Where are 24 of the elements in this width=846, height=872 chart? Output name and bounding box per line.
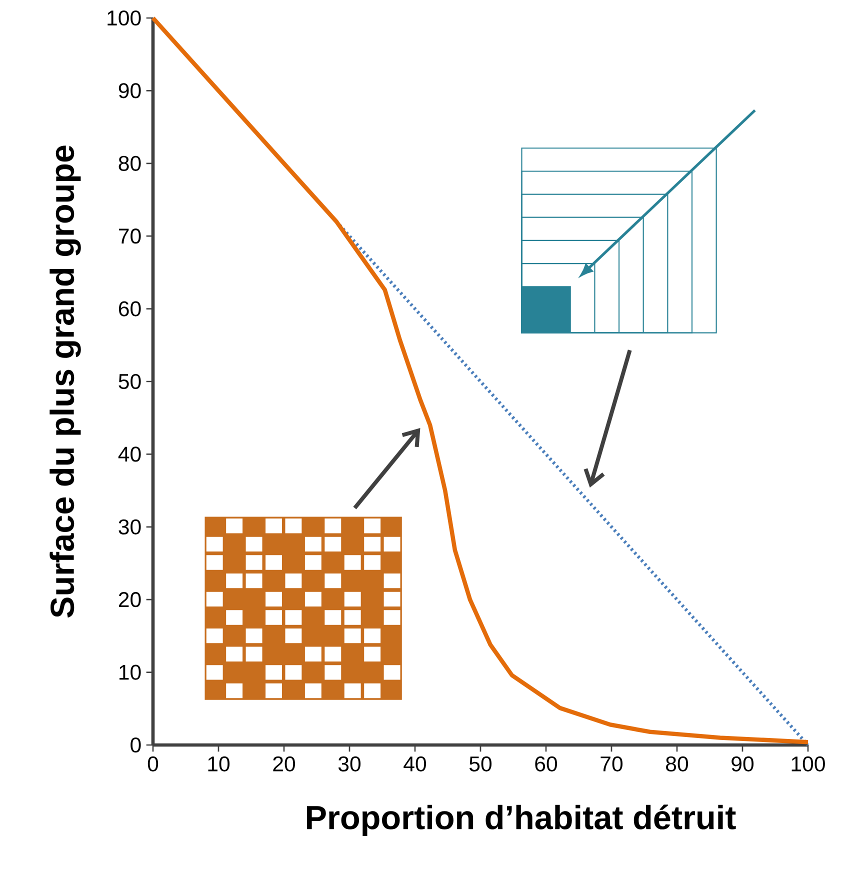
- y-axis-title: Surface du plus grand groupe: [50, 146, 81, 618]
- x-tick-label: 100: [792, 756, 825, 772]
- x-tick-label: 40: [404, 756, 426, 772]
- y-tick-label: 80: [118, 156, 141, 171]
- y-tick-label: 20: [118, 592, 141, 608]
- x-tick-label: 20: [273, 756, 296, 772]
- x-tick-label: 0: [148, 756, 158, 772]
- x-tick-label: 10: [208, 756, 230, 772]
- y-tick-label: 10: [120, 664, 141, 680]
- y-tick-label: 70: [118, 228, 141, 244]
- y-tick-label: 50: [118, 374, 141, 390]
- x-tick-label: 30: [338, 756, 361, 772]
- y-tick-label: 30: [118, 519, 141, 534]
- x-tick-label: 70: [600, 756, 623, 772]
- y-tick-label: 90: [118, 83, 141, 98]
- y-tick-label: 0: [130, 737, 141, 753]
- x-tick-label: 50: [469, 756, 492, 772]
- x-tick-label: 80: [666, 756, 688, 772]
- y-tick-label: 40: [118, 446, 141, 462]
- x-tick-label: 90: [732, 756, 754, 772]
- x-axis-title: Proportion d’habitat détruit: [307, 804, 736, 836]
- y-tick-label: 60: [118, 301, 141, 316]
- y-tick-label: 100: [108, 10, 141, 26]
- x-tick-label: 60: [535, 756, 558, 772]
